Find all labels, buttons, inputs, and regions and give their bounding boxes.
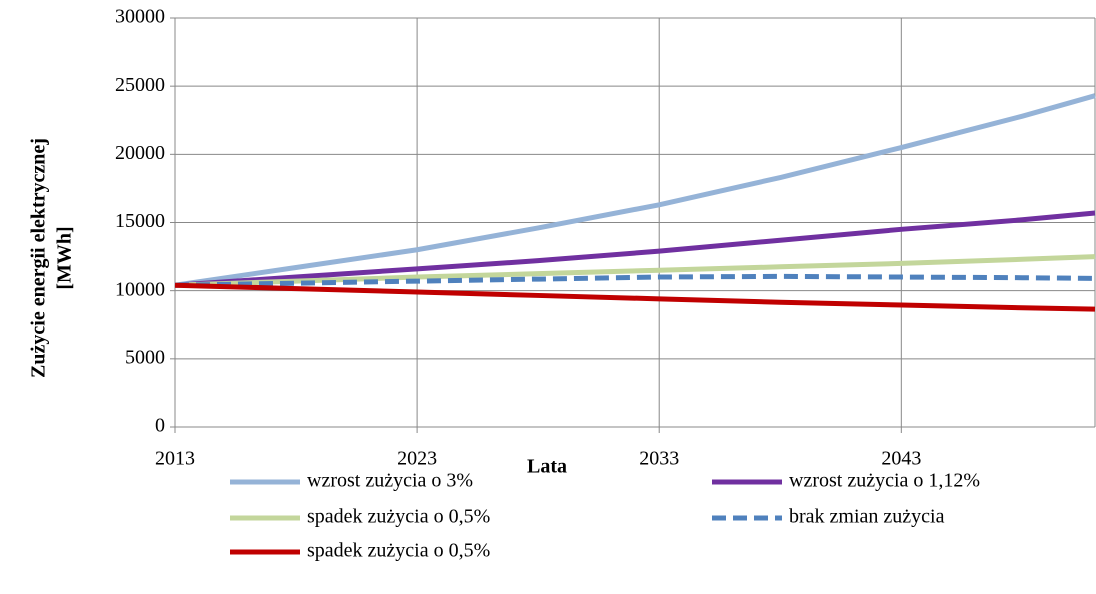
legend-label: brak zmian zużycia [789, 506, 945, 528]
series-line [174, 93, 1096, 288]
series-line [174, 210, 1096, 288]
series-line [174, 282, 1096, 312]
y-tick-label: 20000 [115, 142, 165, 164]
x-axis-label: Lata [527, 456, 567, 478]
y-tick-label: 10000 [115, 278, 165, 300]
y-tick-label: 5000 [125, 346, 165, 368]
y-tick-label: 15000 [115, 210, 165, 232]
legend-label: wzrost zużycia o 3% [307, 470, 473, 492]
x-tick-label: 2013 [155, 448, 195, 470]
x-tick-label: 2023 [397, 448, 437, 470]
x-tick-label: 2043 [881, 448, 921, 470]
y-axis-label: Zużycie energii elektrycznej [28, 138, 50, 378]
y-tick-label: 25000 [115, 74, 165, 96]
y-tick-label: 30000 [115, 6, 165, 28]
y-axis-label: [MWh] [54, 226, 76, 289]
y-tick-label: 0 [155, 415, 165, 437]
legend-label: spadek zużycia o 0,5% [307, 540, 490, 562]
series-line [174, 273, 1096, 288]
x-tick-label: 2033 [639, 448, 679, 470]
legend-label: wzrost zużycia o 1,12% [789, 470, 980, 492]
series-line [174, 254, 1096, 288]
legend-label: spadek zużycia o 0,5% [307, 506, 490, 528]
